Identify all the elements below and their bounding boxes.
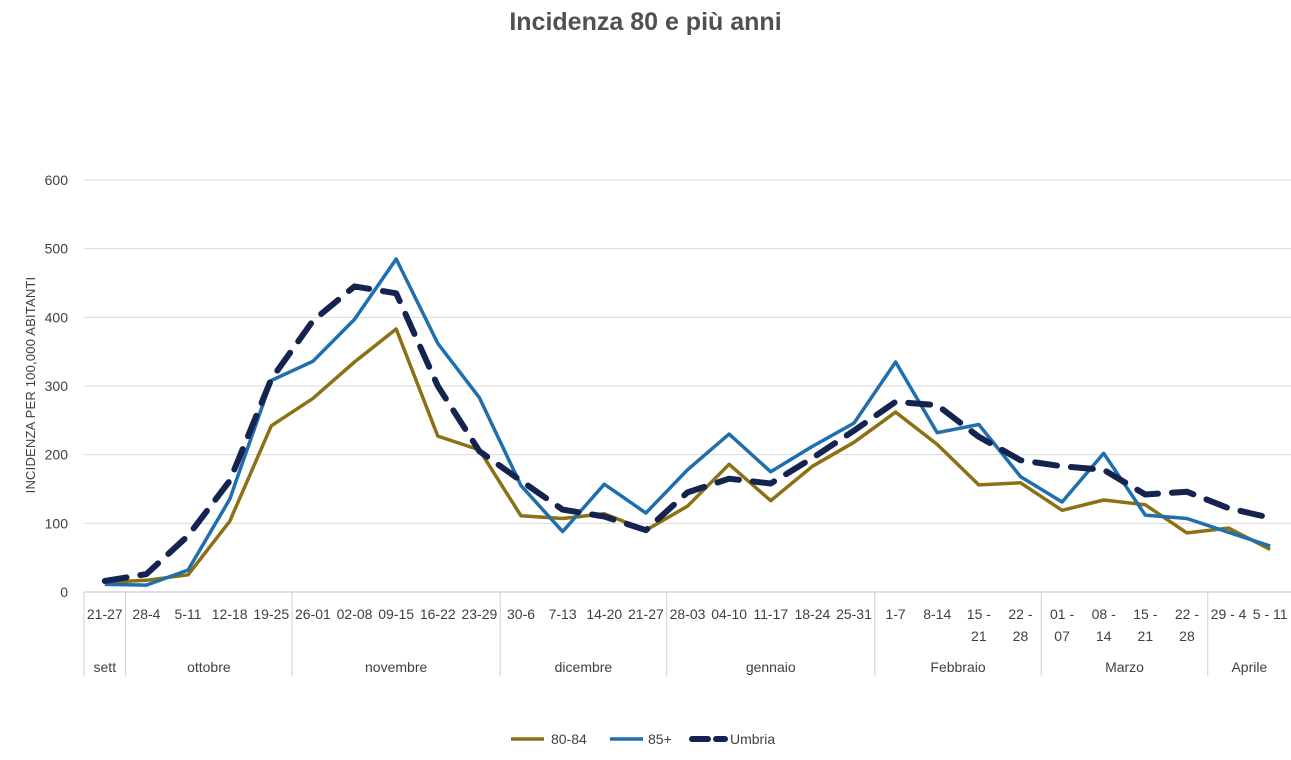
y-tick-label: 300 bbox=[45, 378, 69, 394]
series-line-85 bbox=[104, 257, 1271, 587]
x-tick-label: 04-10 bbox=[711, 606, 747, 622]
x-axis: 21-27 28-4 5-11 12-18 19-25 26-01 02-08 09-15 16… bbox=[83, 592, 1288, 676]
x-tick-label: 19-25 bbox=[253, 606, 289, 622]
x-tick-label: 22 -28 bbox=[1175, 606, 1199, 644]
series-line-8084 bbox=[104, 327, 1271, 585]
x-tick-label: 7-13 bbox=[549, 606, 577, 622]
legend-label: 85+ bbox=[648, 731, 672, 747]
month-label: sett bbox=[94, 659, 117, 675]
y-tick-label: 200 bbox=[45, 447, 69, 463]
month-label: Aprile bbox=[1231, 659, 1267, 675]
month-label: Febbraio bbox=[930, 659, 985, 675]
y-tick-label: 600 bbox=[45, 172, 69, 188]
y-tick-label: 400 bbox=[45, 309, 69, 325]
x-tick-label: 28-4 bbox=[132, 606, 160, 622]
chart-title: Incidenza 80 e più anni bbox=[509, 8, 782, 36]
x-tick-label: 30-6 bbox=[507, 606, 535, 622]
legend-label: 80-84 bbox=[551, 731, 587, 747]
series-line-umbria bbox=[101, 283, 1274, 584]
x-tick-label: 21-27 bbox=[628, 606, 664, 622]
x-tick-label: 16-22 bbox=[420, 606, 456, 622]
x-tick-label: 1-7 bbox=[885, 606, 905, 622]
gridlines bbox=[84, 179, 1291, 593]
x-tick-label: 18-24 bbox=[794, 606, 830, 622]
x-tick-label: 15 -21 bbox=[1133, 606, 1157, 644]
legend-label: Umbria bbox=[730, 731, 775, 747]
x-tick-label: 5-11 bbox=[175, 606, 202, 622]
y-axis-label: INCIDENZA PER 100,000 ABITANTI bbox=[23, 277, 38, 494]
x-tick-label: 11-17 bbox=[753, 606, 788, 622]
x-tick-label: 09-15 bbox=[378, 606, 414, 622]
x-tick-label: 26-01 bbox=[295, 606, 331, 622]
x-tick-label: 21-27 bbox=[87, 606, 123, 622]
x-tick-label: 23-29 bbox=[461, 606, 497, 622]
x-tick-label: 14-20 bbox=[586, 606, 622, 622]
y-tick-label: 100 bbox=[45, 515, 69, 531]
x-tick-label: 8-14 bbox=[923, 606, 951, 622]
x-tick-label: 15 -21 bbox=[967, 606, 991, 644]
month-label: novembre bbox=[365, 659, 427, 675]
y-tick-label: 0 bbox=[60, 584, 68, 600]
x-tick-label: 08 -14 bbox=[1092, 606, 1116, 644]
series-lines bbox=[101, 257, 1274, 587]
x-tick-label: 29 - 4 bbox=[1211, 606, 1247, 622]
legend: 80-84 85+ Umbria bbox=[511, 731, 775, 747]
x-tick-label: 01 -07 bbox=[1050, 606, 1074, 644]
x-tick-label: 02-08 bbox=[337, 606, 373, 622]
month-label: Marzo bbox=[1105, 659, 1144, 675]
month-label: ottobre bbox=[187, 659, 231, 675]
y-axis: 0 100 200 300 400 500 600 bbox=[45, 172, 69, 600]
x-tick-label: 28-03 bbox=[670, 606, 706, 622]
y-tick-label: 500 bbox=[45, 241, 69, 257]
month-label: gennaio bbox=[746, 659, 796, 675]
month-label: dicembre bbox=[555, 659, 613, 675]
x-tick-label: 25-31 bbox=[836, 606, 872, 622]
x-tick-label: 5 - 11 bbox=[1253, 606, 1288, 622]
x-tick-label: 12-18 bbox=[212, 606, 248, 622]
x-tick-label: 22 -28 bbox=[1008, 606, 1032, 644]
